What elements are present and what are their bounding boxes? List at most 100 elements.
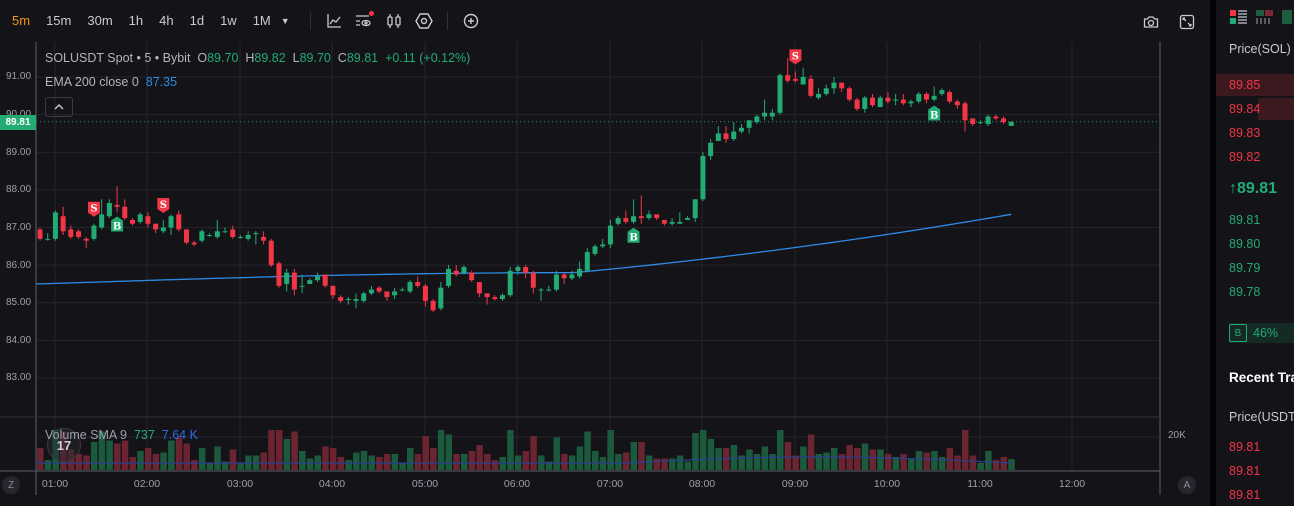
time-label: 03:00	[226, 478, 254, 490]
ask-row[interactable]: 89.84	[1216, 98, 1294, 120]
indicators-icon[interactable]	[322, 9, 346, 33]
time-label: 06:00	[503, 478, 531, 490]
timeframe-1d[interactable]: 1d	[189, 13, 205, 28]
legend-interval: 5	[144, 51, 152, 65]
toolbar-divider	[446, 12, 448, 30]
volume-sma-value: 7.64 K	[161, 428, 198, 442]
timeframe-1h[interactable]: 1h	[128, 13, 144, 28]
camera-icon[interactable]	[1139, 10, 1163, 34]
caret-down-icon[interactable]: ▼	[280, 16, 290, 26]
buy-signal-marker[interactable]: B	[627, 227, 640, 244]
svg-text:B: B	[113, 221, 121, 232]
zoom-reset-button[interactable]: Z	[2, 476, 20, 494]
ema-legend: EMA 200 close 0 87.35	[45, 75, 177, 89]
high-label: H	[245, 51, 255, 65]
bid-price: 89.79	[1229, 261, 1261, 275]
trade-row: 89.81	[1229, 440, 1261, 454]
trade-row: 89.81	[1229, 464, 1261, 478]
chart-settings-icon[interactable]	[352, 9, 376, 33]
candle-type-icon[interactable]	[382, 9, 406, 33]
volume-axis-label: 20K	[1168, 430, 1186, 441]
notification-dot	[368, 11, 374, 16]
time-label: 05:00	[411, 478, 439, 490]
ask-row[interactable]: 89.83	[1216, 122, 1294, 144]
panel-divider[interactable]	[1210, 0, 1216, 506]
price-label: 85.00	[6, 297, 32, 308]
timeframe-1w[interactable]: 1w	[220, 13, 237, 28]
time-label: 01:00	[41, 478, 69, 490]
chart-toolbar: 5m 15m 30m 1h 4h 1d 1w 1M ▼	[0, 0, 1210, 42]
symbol-legend: SOLUSDT Spot • 5 • Bybit O89.70 H89.82 L…	[45, 51, 471, 65]
sell-signal-marker[interactable]: S	[157, 197, 170, 213]
sell-signal-marker[interactable]: S	[87, 201, 100, 217]
both-sides-view-icon[interactable]	[1230, 10, 1248, 24]
open-value: 89.70	[207, 51, 239, 65]
ask-row[interactable]: 89.82	[1216, 146, 1294, 168]
toolbar-right	[1136, 10, 1202, 34]
price-label: 88.00	[6, 184, 32, 195]
ask-price: 89.84	[1229, 102, 1261, 116]
low-value: 89.70	[299, 51, 331, 65]
chart-pane: 5m 15m 30m 1h 4h 1d 1w 1M ▼	[0, 0, 1210, 506]
volume-value: 737	[133, 428, 155, 442]
bid-row[interactable]: 89.78	[1216, 281, 1294, 303]
add-icon[interactable]	[459, 9, 483, 33]
recent-trades-price-header: Price(USDT)	[1229, 410, 1294, 424]
ema-label: EMA 200 close 0	[45, 75, 139, 89]
bid-price: 89.78	[1229, 285, 1261, 299]
timeframe-4h[interactable]: 4h	[159, 13, 174, 28]
bid-row[interactable]: 89.80	[1216, 233, 1294, 255]
change-value: +0.11 (+0.12%)	[385, 51, 471, 65]
time-label: 08:00	[688, 478, 716, 490]
svg-text:S: S	[160, 200, 167, 211]
chevron-up-icon	[54, 104, 64, 110]
hexagon-settings-icon[interactable]	[412, 9, 436, 33]
time-label: 04:00	[318, 478, 346, 490]
collapse-legend-button[interactable]	[45, 97, 73, 117]
close-value: 89.81	[346, 51, 379, 65]
buy-signal-marker[interactable]: B	[111, 216, 124, 232]
orderbook-panel: Price(SOL) 89.85 89.84 89.83 89.82 ↑89.8…	[1216, 0, 1294, 506]
bid-row[interactable]: 89.81	[1216, 209, 1294, 231]
buy-ratio-value: 46%	[1253, 326, 1279, 340]
timeframe-1M[interactable]: 1M	[252, 13, 271, 28]
bids-only-view-icon[interactable]	[1282, 10, 1292, 24]
timeframe-30m[interactable]: 30m	[87, 13, 113, 28]
low-label: L	[292, 51, 300, 65]
auto-scale-button[interactable]: A	[1178, 476, 1196, 494]
trade-row: 89.81	[1229, 488, 1261, 502]
fullscreen-icon[interactable]	[1175, 10, 1199, 34]
ask-row[interactable]: 89.85	[1216, 74, 1294, 96]
candlestick-chart[interactable]: S B S B S B	[0, 0, 1210, 506]
split-view-icon[interactable]	[1256, 10, 1274, 24]
buy-signal-marker[interactable]: B	[928, 105, 941, 121]
time-label: 10:00	[873, 478, 901, 490]
time-label: 09:00	[781, 478, 809, 490]
volume-legend: Volume SMA 9 737 7.64 K	[45, 428, 198, 442]
ask-price: 89.82	[1229, 150, 1261, 164]
svg-text:S: S	[792, 51, 799, 62]
bid-price: 89.81	[1229, 213, 1261, 227]
bid-price: 89.80	[1229, 237, 1261, 251]
sell-signal-marker[interactable]: S	[789, 49, 802, 65]
price-label: 83.00	[6, 372, 32, 383]
depth-bar	[1216, 74, 1294, 96]
recent-trades-title: Recent Trades	[1229, 370, 1294, 385]
depth-bar	[1258, 98, 1294, 120]
legend-exchange: Bybit	[162, 51, 191, 65]
close-label: C	[337, 51, 347, 65]
price-label: 84.00	[6, 335, 32, 346]
buy-badge: B	[1229, 324, 1247, 342]
orderbook-view-tabs	[1230, 10, 1292, 24]
bid-row[interactable]: 89.79	[1216, 257, 1294, 279]
arrow-up-icon: ↑	[1229, 180, 1237, 197]
price-label: 89.00	[6, 147, 32, 158]
timeframe-5m[interactable]: 5m	[12, 13, 31, 28]
time-label: 11:00	[967, 478, 993, 490]
timeframe-15m[interactable]: 15m	[46, 13, 72, 28]
current-price-tag: 89.81	[0, 115, 36, 130]
tradingview-logo[interactable]: 17	[47, 428, 81, 462]
price-label: 91.00	[6, 71, 32, 82]
price-label: 90.00	[6, 109, 31, 120]
